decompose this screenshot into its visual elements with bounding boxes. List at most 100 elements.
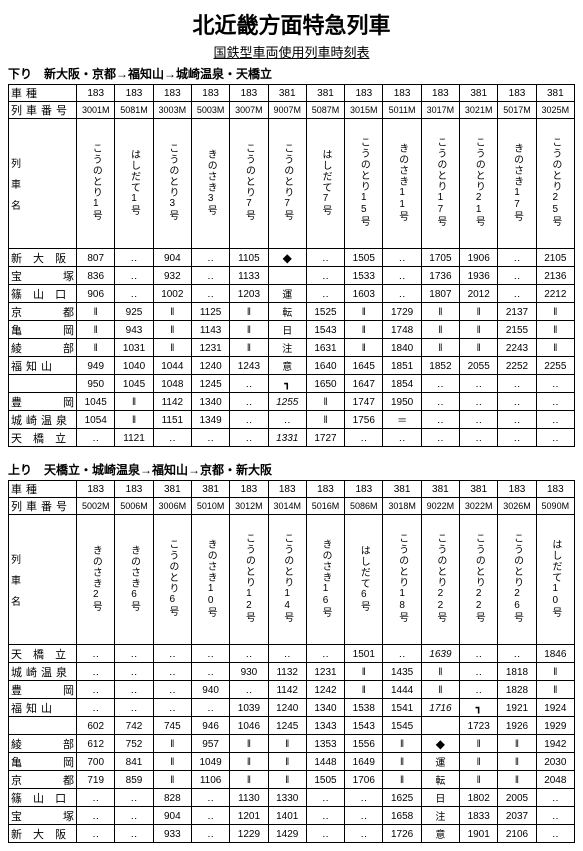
time-cell: 1048 (153, 375, 191, 393)
time-cell: 2255 (536, 357, 574, 375)
time-cell: ‥ (421, 411, 459, 429)
time-cell: 1639 (421, 645, 459, 663)
time-cell: 1747 (345, 393, 383, 411)
time-cell: ‥ (191, 429, 229, 447)
time-cell: ‥ (153, 645, 191, 663)
time-cell: ‥ (230, 429, 268, 447)
train-name-cell: こうのとり3号 (153, 119, 191, 249)
train-no-cell: 3006M (153, 498, 191, 515)
time-cell: ‖ (421, 681, 459, 699)
car-type-cell: 183 (345, 481, 383, 498)
time-cell: ‥ (498, 411, 536, 429)
time-cell: 807 (77, 249, 115, 267)
car-type-cell: 381 (421, 481, 459, 498)
time-cell: ‖ (153, 339, 191, 357)
time-cell: 1818 (498, 663, 536, 681)
time-cell: ‥ (383, 249, 421, 267)
time-cell: 1105 (230, 249, 268, 267)
time-cell: ‖ (421, 339, 459, 357)
time-cell: ‖ (536, 663, 574, 681)
time-cell: 1340 (306, 699, 344, 717)
train-no-cell: 3014M (268, 498, 306, 515)
time-cell: 転 (268, 303, 306, 321)
time-cell: ‥ (115, 789, 153, 807)
time-cell: ‥ (153, 429, 191, 447)
time-cell: ‥ (153, 663, 191, 681)
time-cell: ‥ (230, 681, 268, 699)
train-no-cell: 3012M (230, 498, 268, 515)
train-name-cell: こうのとり25号 (536, 119, 574, 249)
time-cell: 1435 (383, 663, 421, 681)
down-section-label: 下り 新大阪・京都→福知山→城崎温泉・天橋立 (8, 65, 575, 82)
train-no-cell: 5010M (191, 498, 229, 515)
time-cell: ‖ (77, 321, 115, 339)
station-label: 福知山 着 (9, 357, 77, 375)
train-no-cell: 5090M (536, 498, 574, 515)
car-type-cell: 183 (153, 85, 191, 102)
time-cell: ‖ (345, 339, 383, 357)
time-cell: 2106 (498, 825, 536, 843)
time-cell: ‥ (536, 411, 574, 429)
time-cell: ┓ (460, 699, 498, 717)
time-cell: 1240 (268, 699, 306, 717)
car-type-cell: 183 (421, 85, 459, 102)
train-no-cell: 5003M (191, 102, 229, 119)
time-cell: ◆ (268, 249, 306, 267)
station-label: 豊 岡 〃 (9, 681, 77, 699)
time-cell: 957 (191, 735, 229, 753)
time-cell: 1729 (383, 303, 421, 321)
time-cell: ‥ (460, 645, 498, 663)
time-cell: ‥ (306, 249, 344, 267)
time-cell: ‖ (153, 753, 191, 771)
time-cell: 1133 (230, 267, 268, 285)
time-cell: ‥ (536, 375, 574, 393)
time-cell: 943 (115, 321, 153, 339)
time-cell: ‖ (536, 681, 574, 699)
time-cell: ‥ (115, 681, 153, 699)
time-cell: 1231 (191, 339, 229, 357)
time-cell: 1936 (460, 267, 498, 285)
time-cell: 1142 (268, 681, 306, 699)
time-cell: ‖ (230, 771, 268, 789)
time-cell: 運 (268, 285, 306, 303)
time-cell: ＝ (383, 411, 421, 429)
time-cell: 運 (421, 753, 459, 771)
time-cell: 1121 (115, 429, 153, 447)
time-cell: 1851 (383, 357, 421, 375)
time-cell: 1401 (268, 807, 306, 825)
time-cell (268, 267, 306, 285)
time-cell: 904 (153, 249, 191, 267)
time-cell: 940 (191, 681, 229, 699)
time-cell: 1353 (306, 735, 344, 753)
time-cell: ‥ (460, 663, 498, 681)
time-cell: ‥ (421, 429, 459, 447)
time-cell: 転 (421, 771, 459, 789)
time-cell: 1723 (460, 717, 498, 735)
time-cell: ‥ (460, 681, 498, 699)
train-no-cell: 5086M (345, 498, 383, 515)
car-type-cell: 381 (460, 481, 498, 498)
time-cell: ‖ (460, 771, 498, 789)
time-cell: ‥ (115, 645, 153, 663)
time-cell: 1429 (268, 825, 306, 843)
train-name-cell: こうのとり7号 (230, 119, 268, 249)
station-label: 発 (9, 717, 77, 735)
time-cell: 1240 (191, 357, 229, 375)
time-cell: 1748 (383, 321, 421, 339)
train-no-label: 列車番号 (9, 498, 77, 515)
time-cell: ‖ (383, 753, 421, 771)
train-no-cell: 3017M (421, 102, 459, 119)
time-cell: 1924 (536, 699, 574, 717)
time-cell: ‖ (230, 735, 268, 753)
time-cell: ‥ (460, 429, 498, 447)
train-no-cell: 5087M (306, 102, 344, 119)
time-cell: 2105 (536, 249, 574, 267)
time-cell: ‥ (383, 429, 421, 447)
time-cell: 1044 (153, 357, 191, 375)
time-cell: 1649 (345, 753, 383, 771)
car-type-cell: 183 (268, 481, 306, 498)
time-cell: ‥ (191, 789, 229, 807)
car-type-cell: 183 (306, 481, 344, 498)
time-cell: 925 (115, 303, 153, 321)
time-cell: ‖ (460, 321, 498, 339)
